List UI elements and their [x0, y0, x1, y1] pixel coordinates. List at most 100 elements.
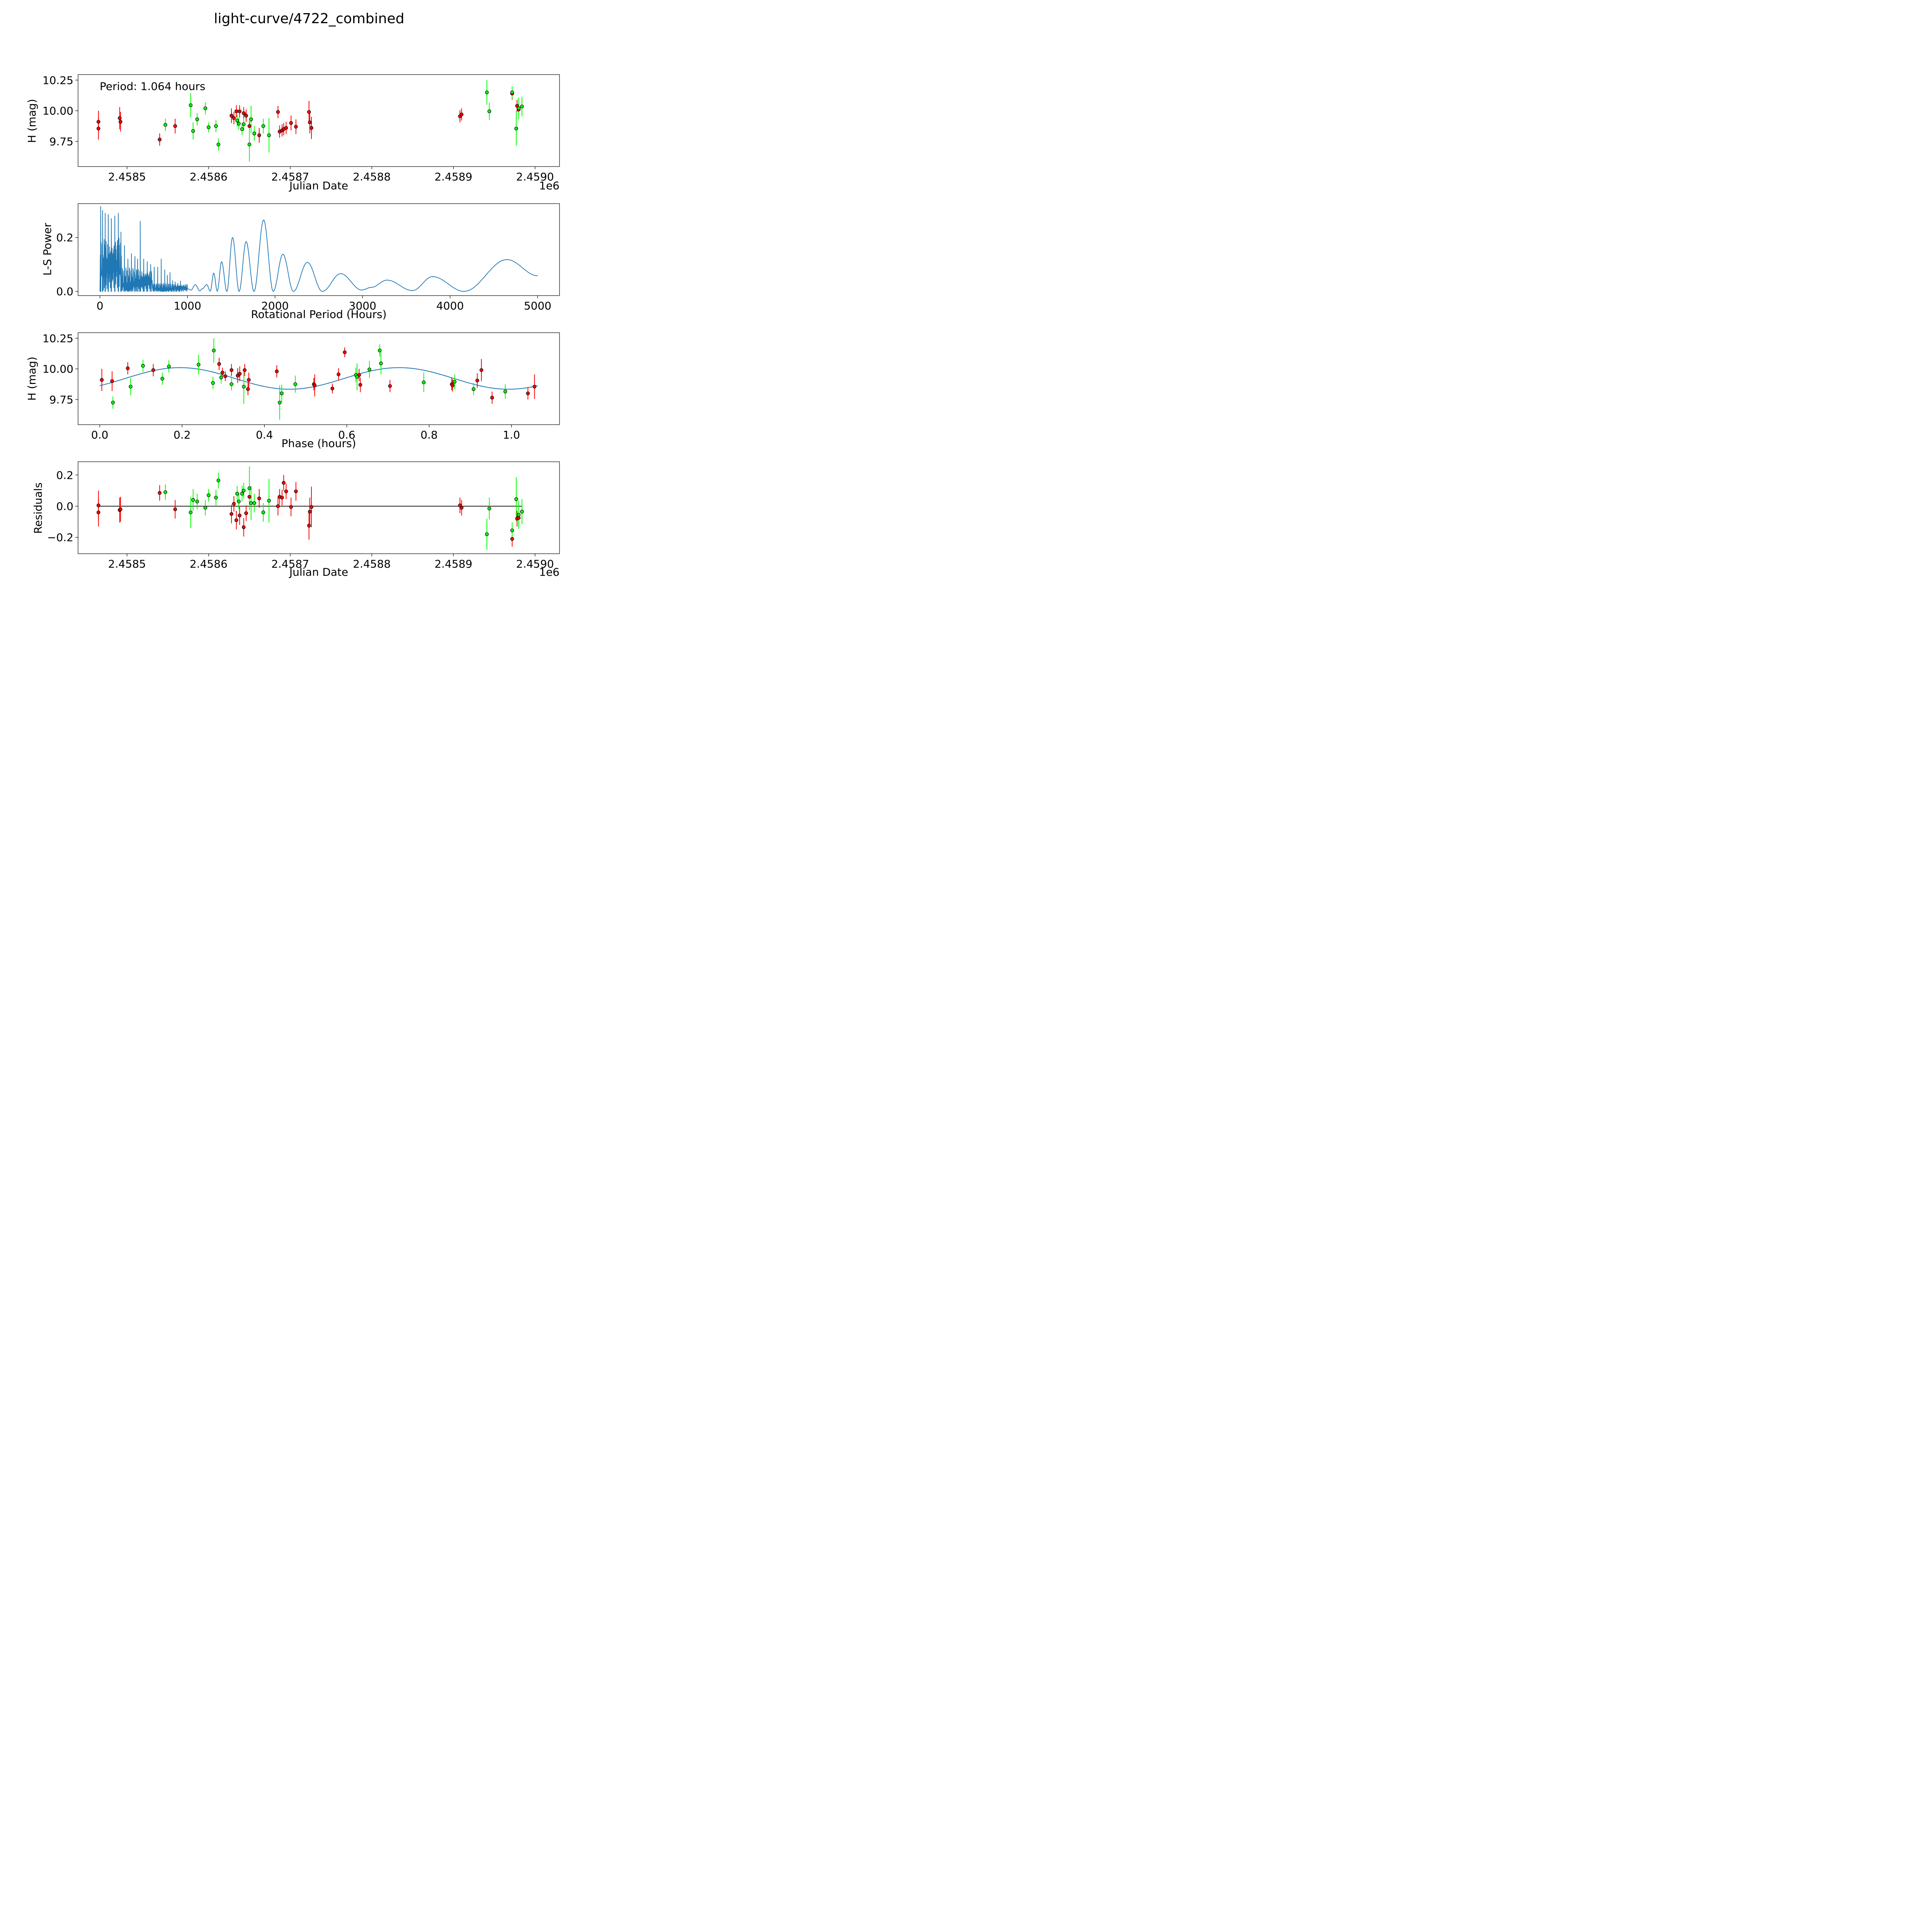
phase-red-point [243, 368, 247, 372]
light-curve-x-offset: 1e6 [539, 179, 560, 192]
residuals-x-tick-label: 2.4587 [271, 558, 309, 570]
light-curve-green-point [203, 106, 207, 111]
phase-y-tick-label: 9.75 [49, 393, 73, 406]
light-curve-red-point [310, 126, 313, 130]
residuals-x-tick-label: 2.4590 [516, 558, 554, 570]
residuals-green-point [214, 495, 218, 500]
light-curve-green-point [242, 122, 246, 126]
light-curve-green-point [189, 103, 193, 107]
phase-green-point [452, 380, 457, 384]
residuals-red-point [96, 503, 100, 507]
phase-model-curve [99, 367, 538, 390]
light-curve-x-tick-label: 2.4586 [190, 170, 228, 183]
residuals-y-tick-label: 0.2 [56, 469, 73, 481]
periodogram-y-label: L-S Power [41, 223, 54, 276]
residuals-green-point [195, 500, 199, 503]
phase-green-point [378, 349, 382, 352]
residuals-x-tick-label: 2.4586 [190, 558, 228, 570]
phase-green-point [230, 382, 233, 386]
figure: light-curve/4722_combined Julian Date H … [0, 0, 618, 618]
light-curve-green-point [235, 119, 239, 122]
light-curve-red-point [257, 133, 261, 137]
light-curve-red-point [289, 121, 293, 125]
phase-x-tick-label: 0.2 [173, 429, 191, 441]
light-curve-green-point [520, 104, 524, 109]
phase-red-point [490, 396, 494, 400]
residuals-red-point [310, 505, 313, 509]
light-curve-red-point [158, 138, 162, 141]
phase-x-tick-label: 0.0 [91, 429, 109, 441]
residuals-red-point [510, 537, 514, 541]
phase-green-point [280, 391, 284, 395]
phase-red-point [247, 378, 251, 382]
periodogram-x-tick-label: 5000 [524, 299, 551, 312]
phase-green-point [167, 364, 171, 369]
phase-green-point [197, 362, 201, 367]
phase-red-point [220, 371, 224, 374]
phase-green-point [293, 382, 298, 386]
residuals-y-tick-label: 0.0 [56, 500, 73, 513]
light-curve-green-point [252, 131, 256, 136]
residuals-red-point [96, 510, 100, 514]
residuals-y-tick-label: −0.2 [47, 531, 73, 544]
residuals-red-point [289, 505, 293, 509]
phase-red-point [358, 383, 362, 387]
phase-green-point [471, 387, 476, 391]
light-curve-green-point [216, 143, 221, 146]
periodogram-x-tick-label: 4000 [436, 299, 464, 312]
periodogram-x-tick-label: 0 [97, 299, 104, 312]
periodogram-y-tick-label: 0.2 [56, 231, 73, 244]
light-curve-green-point [267, 133, 271, 137]
light-curve-green-point [485, 90, 489, 94]
residuals-red-point [230, 512, 233, 516]
light-curve-green-point [487, 109, 492, 113]
light-curve-green-point [214, 124, 218, 128]
phase-red-point [475, 378, 480, 383]
residuals-x-tick-label: 2.4589 [434, 558, 472, 570]
residuals-red-point [158, 491, 162, 495]
phase-green-point [219, 376, 223, 379]
light-curve-x-label: Julian Date [289, 179, 348, 192]
light-curve-red-point [308, 120, 312, 124]
light-curve-green-point [247, 143, 252, 146]
residuals-green-point [510, 528, 514, 532]
light-curve-red-point [459, 112, 464, 116]
phase-green-point [129, 384, 133, 389]
residuals-red-point [284, 489, 288, 493]
phase-red-point [330, 386, 334, 391]
residuals-y-label: Residuals [32, 483, 44, 534]
periodogram-y-tick-label: 0.0 [56, 285, 73, 298]
phase-x-tick-label: 0.8 [420, 429, 438, 441]
light-curve-red-point [242, 111, 246, 115]
residuals-red-point [244, 511, 248, 515]
light-curve-x-tick-label: 2.4585 [108, 170, 146, 183]
phase-green-point [160, 377, 164, 381]
periodogram-panel: Rotational Period (Hours) L-S Power 0 100… [41, 203, 560, 321]
periodogram-line [99, 206, 538, 292]
light-curve-y-tick-label: 10.25 [43, 74, 73, 87]
light-curve-red-point [117, 116, 122, 120]
phase-red-point [230, 368, 233, 372]
light-curve-red-point [284, 126, 288, 130]
phase-x-tick-label: 0.6 [338, 429, 355, 441]
residuals-green-point [261, 510, 265, 514]
phase-x-label: Phase (hours) [281, 437, 356, 450]
residuals-green-point [191, 498, 195, 502]
light-curve-green-point [237, 122, 241, 126]
residuals-red-point [276, 504, 280, 508]
phase-x-tick-label: 0.4 [256, 429, 273, 441]
phase-red-point [532, 384, 537, 389]
phase-red-point [217, 362, 221, 366]
residuals-red-point [238, 514, 242, 517]
residuals-red-point [459, 506, 464, 510]
light-curve-x-tick-label: 2.4590 [516, 170, 554, 183]
periodogram-x-tick-label: 2000 [261, 299, 289, 312]
light-curve-red-point [294, 125, 298, 129]
light-curve-green-point [195, 117, 199, 121]
phase-green-point [355, 375, 359, 379]
light-curve-red-point [247, 124, 252, 128]
light-curve-green-point [249, 117, 253, 121]
residuals-green-point [247, 486, 252, 490]
light-curve-green-point [207, 125, 211, 129]
figure-title: light-curve/4722_combined [214, 11, 405, 27]
